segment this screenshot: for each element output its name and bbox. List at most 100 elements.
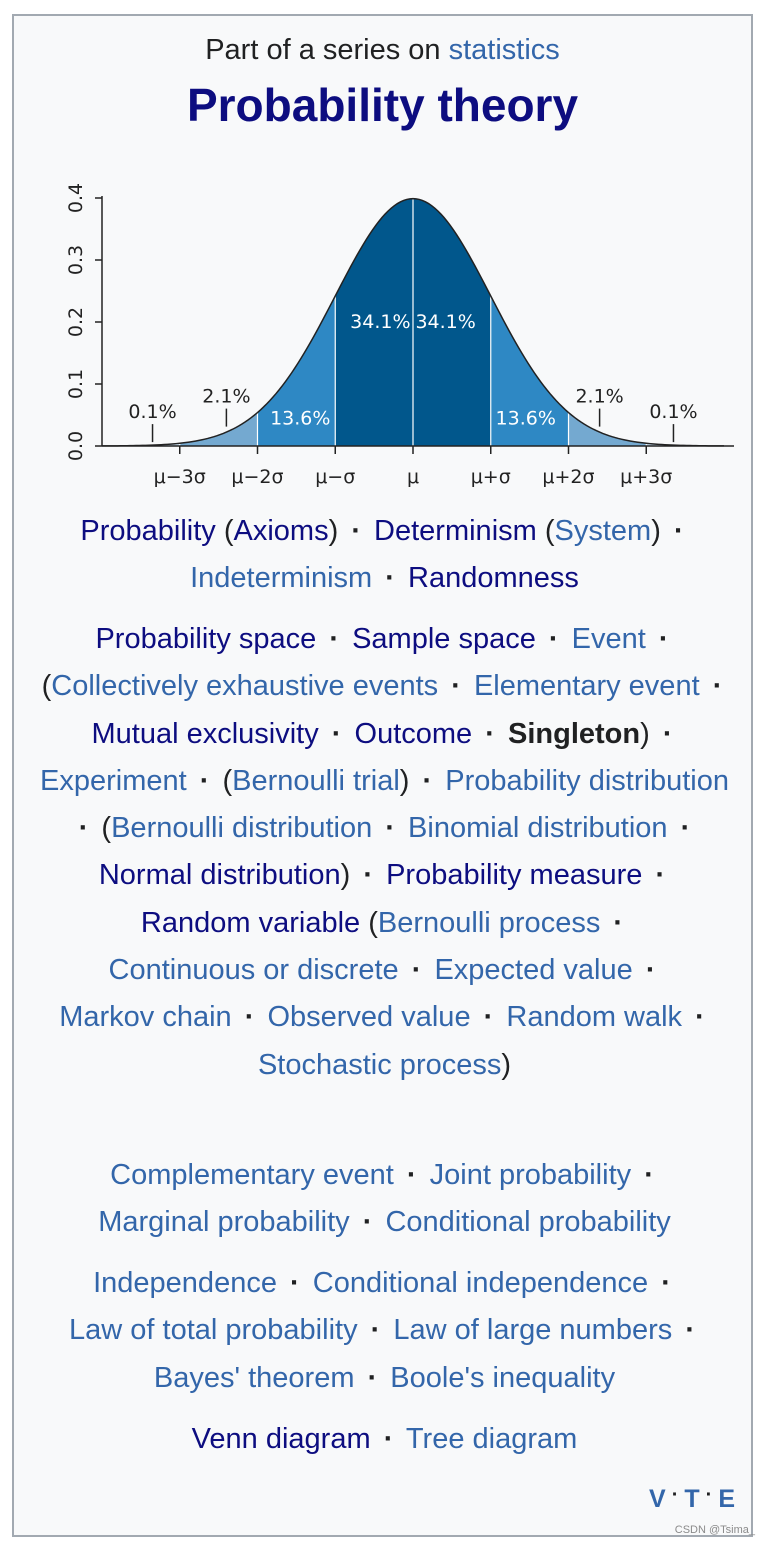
article-link[interactable]: Tree diagram <box>405 1423 578 1455</box>
article-link[interactable]: Probability distribution <box>445 764 729 797</box>
article-link[interactable]: Conditional probability <box>385 1206 671 1239</box>
article-link[interactable]: Venn diagram <box>191 1423 371 1455</box>
series-prefix: Part of a series on <box>205 34 449 66</box>
separator-dot: · <box>329 623 340 655</box>
region-percent-label: 2.1% <box>202 386 250 408</box>
list-item: Observed value <box>267 1001 470 1033</box>
article-link[interactable]: Law of large numbers <box>393 1314 673 1347</box>
article-link[interactable]: Normal distribution <box>98 859 341 892</box>
article-link[interactable]: Sample space <box>352 623 536 655</box>
link-group: Probability space · Sample space · Event… <box>30 616 739 1089</box>
separator-dot: · <box>370 1314 381 1347</box>
article-link[interactable]: Randomness <box>408 562 579 595</box>
article-link[interactable]: Binomial distribution <box>408 812 668 845</box>
separator-dot: · <box>655 859 666 892</box>
article-link[interactable]: Marginal probability <box>98 1206 350 1239</box>
y-tick-label: 0.1 <box>65 369 87 399</box>
article-link[interactable]: Indeterminism <box>190 562 373 595</box>
view-template-link[interactable]: V <box>649 1485 666 1513</box>
talk-template-link[interactable]: T <box>684 1485 700 1513</box>
article-link[interactable]: Bernoulli trial <box>232 764 400 797</box>
infobox: Part of a series on statistics Probabili… <box>12 14 753 1537</box>
list-item: Mutual exclusivity <box>91 718 318 750</box>
article-link[interactable]: Outcome <box>354 717 473 750</box>
article-link[interactable]: Conditional independence <box>312 1267 649 1299</box>
article-link[interactable]: Collectively exhaustive events <box>51 670 439 703</box>
separator-dot: · <box>383 1423 394 1455</box>
x-tick-label: μ−2σ <box>231 466 283 488</box>
article-link[interactable]: Law of total probability <box>69 1314 358 1347</box>
separator-dot: · <box>680 812 691 845</box>
separator-dot: · <box>244 1001 255 1034</box>
edit-template-link[interactable]: E <box>718 1485 735 1513</box>
article-link[interactable]: Determinism <box>374 515 537 547</box>
region-percent-label: 34.1% <box>415 311 475 333</box>
vte-separator: · <box>671 1484 679 1506</box>
current-article-title: Singleton <box>508 717 641 750</box>
separator-dot: · <box>485 717 495 750</box>
series-header: Part of a series on statistics <box>14 34 751 67</box>
list-item: Independence <box>93 1267 277 1299</box>
article-link[interactable]: Markov chain <box>59 1001 232 1034</box>
statistics-link[interactable]: statistics <box>448 34 560 66</box>
y-tick-label: 0.0 <box>65 431 87 461</box>
article-link[interactable]: Probability measure <box>386 859 643 892</box>
article-link[interactable]: Random walk <box>506 1001 683 1034</box>
outer-band-right <box>568 412 647 446</box>
link-group: Venn diagram · Tree diagram <box>30 1416 739 1463</box>
article-link[interactable]: System <box>554 515 652 547</box>
article-link[interactable]: Mutual exclusivity <box>91 717 319 750</box>
list-item: (Collectively exhaustive events <box>42 670 439 702</box>
article-link[interactable]: Independence <box>93 1267 277 1299</box>
article-link[interactable]: Complementary event <box>110 1159 394 1191</box>
x-tick-label: μ <box>407 466 419 488</box>
article-link[interactable]: Bayes' theorem <box>153 1361 355 1394</box>
article-link[interactable]: Probability <box>80 515 216 547</box>
region-percent-label: 34.1% <box>350 311 410 333</box>
list-item: Outcome <box>355 718 473 750</box>
link-group: Probability (Axioms) · Determinism (Syst… <box>30 508 739 603</box>
list-item: Determinism (System) <box>374 515 661 547</box>
list-item: Law of large numbers <box>393 1314 672 1346</box>
separator-dot: · <box>351 515 361 547</box>
region-percent-label: 0.1% <box>649 401 697 423</box>
article-link[interactable]: Boole's inequality <box>390 1361 616 1394</box>
list-item: Normal distribution) <box>99 859 350 891</box>
article-link[interactable]: Joint probability <box>429 1159 632 1191</box>
article-link[interactable]: Random variable <box>140 906 361 939</box>
list-item: Bayes' theorem <box>154 1362 355 1394</box>
y-tick-label: 0.2 <box>65 307 87 337</box>
list-item: Probability measure <box>386 859 642 891</box>
article-link[interactable]: Elementary event <box>473 670 700 703</box>
article-link[interactable]: Probability space <box>95 623 317 655</box>
punctuation: ( <box>215 515 234 547</box>
y-tick-label: 0.4 <box>65 183 87 213</box>
article-link[interactable]: Stochastic process <box>257 1048 502 1081</box>
separator-dot: · <box>662 717 673 750</box>
list-item: Probability (Axioms) <box>80 515 338 547</box>
list-item: Law of total probability <box>69 1314 358 1346</box>
separator-dot: · <box>422 764 433 797</box>
punctuation: ) <box>640 717 650 750</box>
x-tick-label: μ−σ <box>315 466 355 488</box>
list-item: Singleton) <box>508 718 650 750</box>
article-link[interactable]: Observed value <box>267 1001 471 1034</box>
list-item: Probability distribution <box>445 765 729 797</box>
article-link[interactable]: Expected value <box>434 954 633 987</box>
list-item: Random variable (Bernoulli process <box>141 907 600 939</box>
list-item: Joint probability <box>430 1159 632 1191</box>
article-link[interactable]: Experiment <box>40 764 187 797</box>
article-link[interactable]: Event <box>571 623 646 655</box>
article-link[interactable]: Bernoulli process <box>377 906 601 939</box>
punctuation: ) <box>399 764 410 797</box>
list-item: Indeterminism <box>190 562 372 594</box>
link-group: Independence · Conditional independence … <box>30 1260 739 1402</box>
region-percent-label: 13.6% <box>496 407 556 429</box>
article-link[interactable]: Continuous or discrete <box>108 954 399 987</box>
article-link[interactable]: Bernoulli distribution <box>111 812 373 845</box>
list-item: Randomness <box>408 562 579 594</box>
x-tick-label: μ+2σ <box>542 466 594 488</box>
separator-dot: · <box>367 1361 378 1394</box>
article-link[interactable]: Axioms <box>233 515 329 547</box>
list-item: Stochastic process) <box>258 1049 511 1081</box>
